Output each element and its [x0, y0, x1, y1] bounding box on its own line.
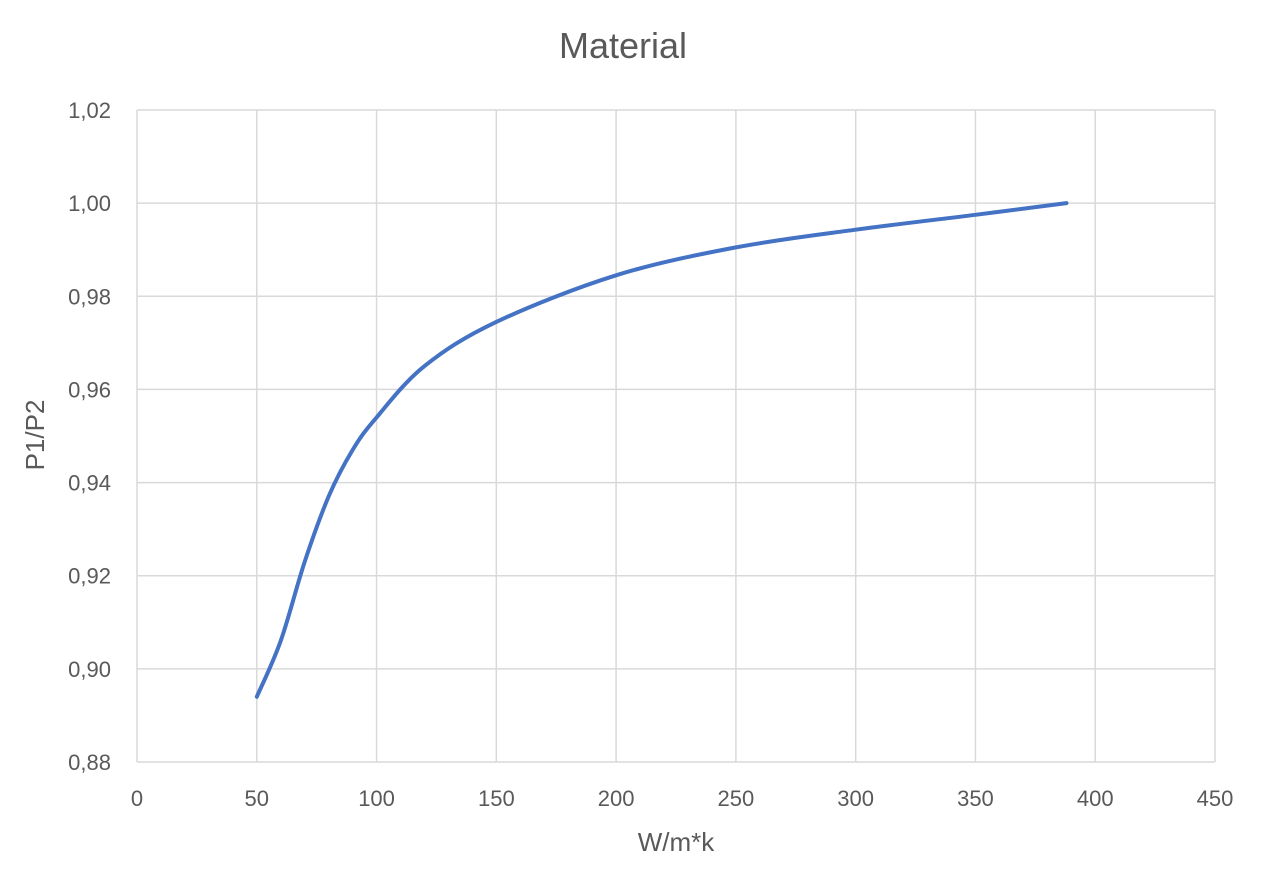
x-tick-label: 50: [245, 786, 269, 811]
x-tick-label: 0: [131, 786, 143, 811]
tick-labels: 0 50 100 150 200 250 300 350 400 450 0,88 0,90 0,92 0…: [68, 98, 1233, 811]
x-tick-label: 200: [598, 786, 635, 811]
x-tick-label: 450: [1197, 786, 1234, 811]
series-layer: [254, 201, 1069, 699]
y-axis-label: P1/P2: [20, 400, 50, 471]
y-tick-label: 0,94: [68, 471, 111, 496]
x-tick-label: 400: [1077, 786, 1114, 811]
y-tick-label: 0,88: [68, 750, 111, 775]
series-line: [254, 201, 1069, 699]
gridlines: [136, 109, 1216, 763]
y-tick-label: 1,02: [68, 98, 111, 123]
x-axis-label: W/m*k: [638, 827, 716, 857]
y-tick-label: 0,98: [68, 284, 111, 309]
x-tick-label: 300: [837, 786, 874, 811]
y-tick-label: 1,00: [68, 191, 111, 216]
y-tick-label: 0,90: [68, 657, 111, 682]
y-tick-label: 0,96: [68, 377, 111, 402]
x-tick-label: 100: [358, 786, 395, 811]
chart-title: Material: [559, 25, 687, 66]
x-tick-label: 350: [957, 786, 994, 811]
x-tick-label: 250: [718, 786, 755, 811]
y-tick-label: 0,92: [68, 564, 111, 589]
x-tick-label: 150: [478, 786, 515, 811]
